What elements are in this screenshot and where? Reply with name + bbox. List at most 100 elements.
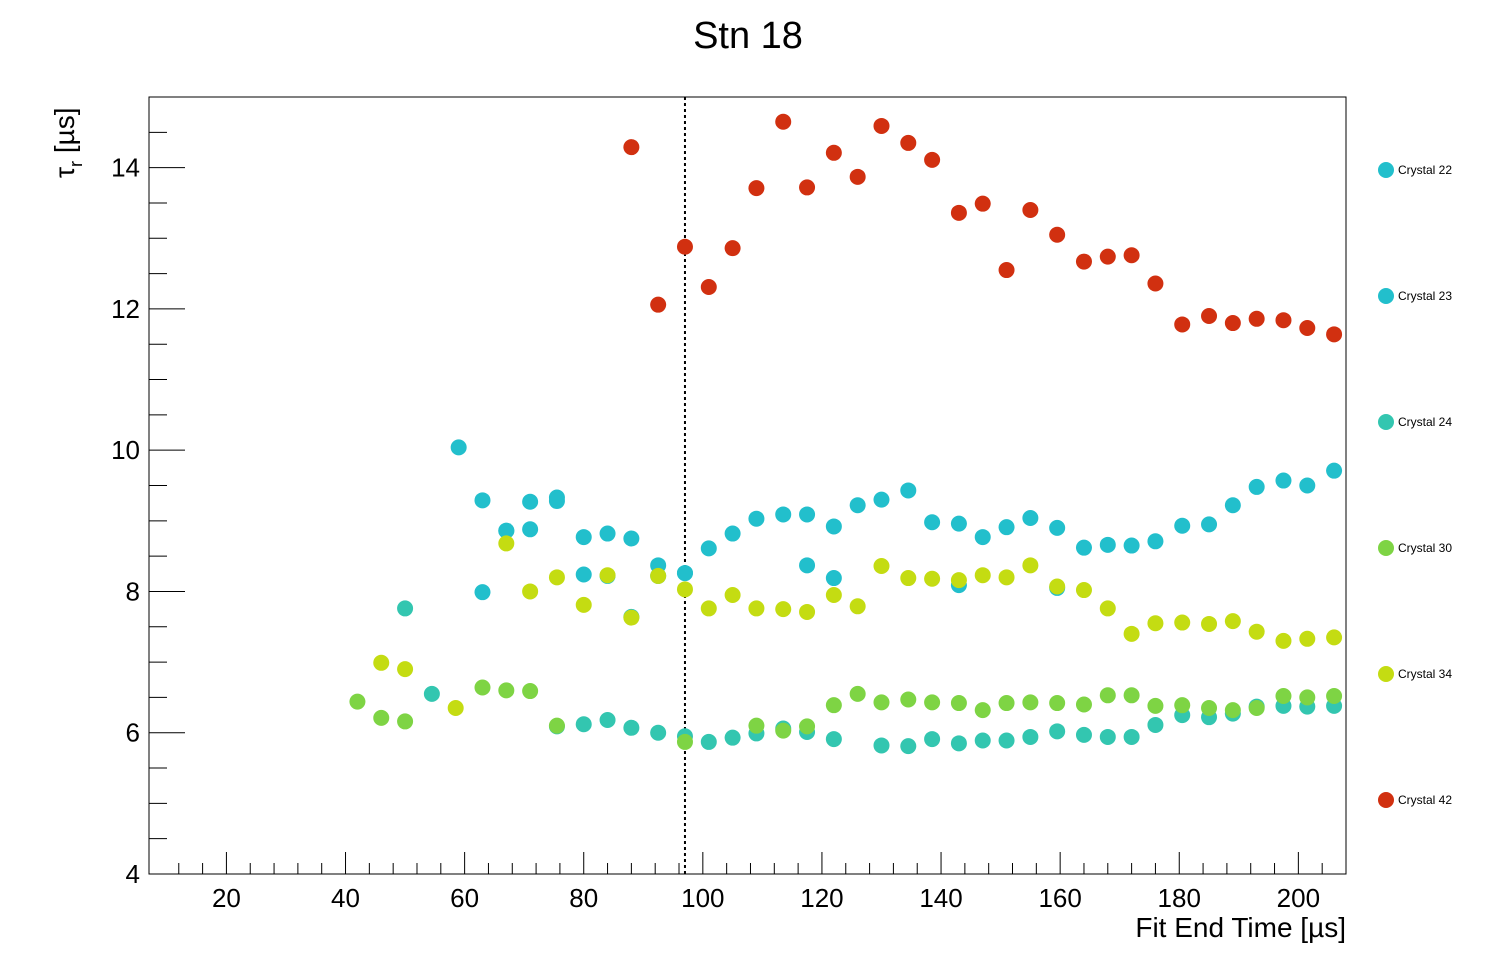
data-point bbox=[873, 491, 890, 508]
data-point bbox=[397, 661, 414, 678]
data-point bbox=[397, 600, 414, 617]
legend-marker bbox=[1378, 540, 1394, 556]
data-point bbox=[825, 518, 842, 535]
data-point bbox=[1299, 689, 1316, 706]
data-point bbox=[998, 262, 1015, 279]
data-point bbox=[1326, 462, 1343, 479]
data-point bbox=[474, 584, 491, 601]
data-point bbox=[1248, 478, 1265, 495]
data-point bbox=[1275, 472, 1292, 489]
data-point bbox=[575, 529, 592, 546]
series-crystal-30 bbox=[349, 679, 1343, 750]
data-point bbox=[998, 732, 1015, 749]
data-point bbox=[1049, 226, 1066, 243]
data-point bbox=[1123, 537, 1140, 554]
data-point bbox=[724, 729, 741, 746]
data-point bbox=[924, 731, 941, 748]
data-point bbox=[1224, 497, 1241, 514]
legend-label: Crystal 42 bbox=[1398, 793, 1452, 807]
data-point bbox=[825, 731, 842, 748]
data-point bbox=[1099, 536, 1116, 553]
data-point bbox=[1174, 316, 1191, 333]
legend-label: Crystal 24 bbox=[1398, 415, 1452, 429]
data-point bbox=[799, 557, 816, 574]
data-point bbox=[1123, 247, 1140, 264]
data-point bbox=[974, 195, 991, 212]
data-point bbox=[950, 515, 967, 532]
data-point bbox=[950, 204, 967, 221]
data-point bbox=[676, 565, 693, 582]
data-point bbox=[548, 717, 565, 734]
data-point bbox=[1248, 700, 1265, 717]
data-point bbox=[1099, 728, 1116, 745]
data-point bbox=[1022, 728, 1039, 745]
y-tick-label: 14 bbox=[111, 153, 140, 183]
x-tick-label: 40 bbox=[331, 883, 360, 913]
data-point bbox=[924, 514, 941, 531]
data-point bbox=[924, 151, 941, 168]
data-point bbox=[1022, 202, 1039, 219]
data-point bbox=[1049, 519, 1066, 536]
series-crystal-34 bbox=[373, 535, 1343, 717]
data-point bbox=[349, 693, 366, 710]
x-tick-label: 140 bbox=[919, 883, 962, 913]
data-point bbox=[1099, 687, 1116, 704]
data-point bbox=[1075, 696, 1092, 713]
y-axis-label-subscript: r bbox=[66, 161, 86, 167]
x-tick-label: 20 bbox=[212, 883, 241, 913]
data-point bbox=[1326, 687, 1343, 704]
x-tick-label: 60 bbox=[450, 883, 479, 913]
data-point bbox=[1022, 694, 1039, 711]
data-point bbox=[650, 567, 667, 584]
axis-ticks bbox=[149, 96, 1347, 875]
data-point bbox=[623, 139, 640, 156]
x-tick-label: 160 bbox=[1038, 883, 1081, 913]
data-point bbox=[1049, 578, 1066, 595]
data-point bbox=[1075, 582, 1092, 599]
data-point bbox=[974, 732, 991, 749]
legend: Crystal 22 Crystal 23 Crystal 24 Crystal 30… bbox=[1378, 162, 1452, 808]
data-point bbox=[1174, 517, 1191, 534]
data-point bbox=[1174, 697, 1191, 714]
data-point bbox=[799, 718, 816, 735]
data-point bbox=[748, 600, 765, 617]
data-point bbox=[623, 609, 640, 626]
data-point bbox=[1147, 275, 1164, 292]
data-point bbox=[575, 566, 592, 583]
data-point bbox=[1147, 615, 1164, 632]
y-axis-label: τr [µs] bbox=[49, 107, 86, 178]
data-point bbox=[799, 603, 816, 620]
data-point bbox=[1299, 630, 1316, 647]
data-point bbox=[799, 179, 816, 196]
data-point bbox=[1099, 248, 1116, 265]
data-point bbox=[998, 519, 1015, 536]
x-tick-label: 80 bbox=[569, 883, 598, 913]
data-point bbox=[676, 733, 693, 750]
data-point bbox=[575, 596, 592, 613]
data-point bbox=[474, 679, 491, 696]
data-point bbox=[900, 134, 917, 151]
data-point bbox=[650, 724, 667, 741]
data-point bbox=[724, 586, 741, 603]
y-tick-label: 10 bbox=[111, 435, 140, 465]
x-tick-label: 100 bbox=[681, 883, 724, 913]
data-point bbox=[700, 540, 717, 557]
data-point bbox=[873, 558, 890, 575]
data-point bbox=[1326, 326, 1343, 343]
data-point bbox=[599, 567, 616, 584]
data-point bbox=[849, 598, 866, 615]
data-point bbox=[873, 694, 890, 711]
data-points bbox=[349, 113, 1343, 755]
data-point bbox=[998, 569, 1015, 586]
data-point bbox=[1123, 625, 1140, 642]
data-point bbox=[397, 713, 414, 730]
data-point bbox=[700, 733, 717, 750]
legend-label: Crystal 30 bbox=[1398, 541, 1452, 555]
series-crystal-42 bbox=[623, 113, 1343, 343]
data-point bbox=[900, 570, 917, 587]
data-point bbox=[1201, 615, 1218, 632]
data-point bbox=[700, 600, 717, 617]
y-axis-label-symbol: τ bbox=[49, 167, 80, 178]
data-point bbox=[724, 525, 741, 542]
